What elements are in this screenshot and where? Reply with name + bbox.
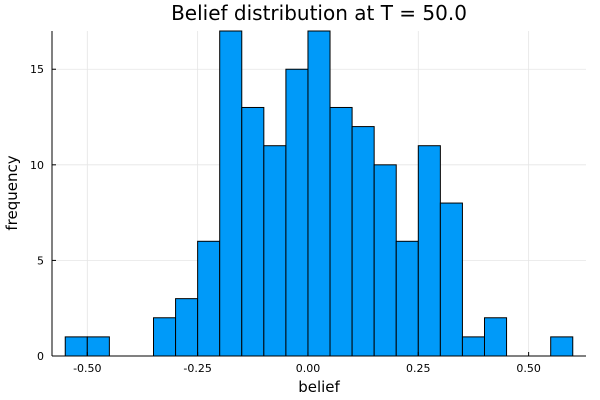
histogram-bar [263,145,287,357]
axes [51,31,586,357]
histogram-bar [439,202,463,357]
histogram-bar [175,298,199,357]
histogram-bar [351,126,375,357]
histogram-bar [373,164,397,357]
histogram-bar [329,106,353,357]
histogram-bar [86,336,110,357]
x-tick-label: 0.25 [406,362,431,375]
x-tick-label: 0.00 [296,362,321,375]
histogram-bar [197,240,221,357]
y-tick-label: 10 [30,159,44,172]
histogram-bar [307,30,331,357]
histogram-bar [241,106,265,357]
x-axis-ticks: -0.50 -0.25 0.00 0.25 0.50 [73,352,541,375]
y-tick-label: 15 [30,63,44,76]
histogram-bar [395,240,419,357]
chart-title: Belief distribution at T = 50.0 [171,1,467,25]
histogram-bar [64,336,88,357]
histogram-bar [461,336,485,357]
x-tick-label: 0.50 [516,362,541,375]
x-tick-label: -0.25 [183,362,211,375]
histogram-bars [64,30,574,357]
histogram-bar [550,336,574,357]
histogram-bar [153,317,177,357]
histogram-bar [219,30,243,357]
x-tick-label: -0.50 [73,362,101,375]
y-tick-label: 5 [37,254,44,267]
y-axis-label: frequency [3,155,21,230]
histogram-bar [285,68,309,357]
histogram-bar [483,317,508,357]
y-tick-label: 0 [37,350,44,363]
histogram-bar [417,145,441,357]
y-axis-ticks: 0 5 10 15 [30,63,56,363]
x-axis-label: belief [298,378,340,396]
